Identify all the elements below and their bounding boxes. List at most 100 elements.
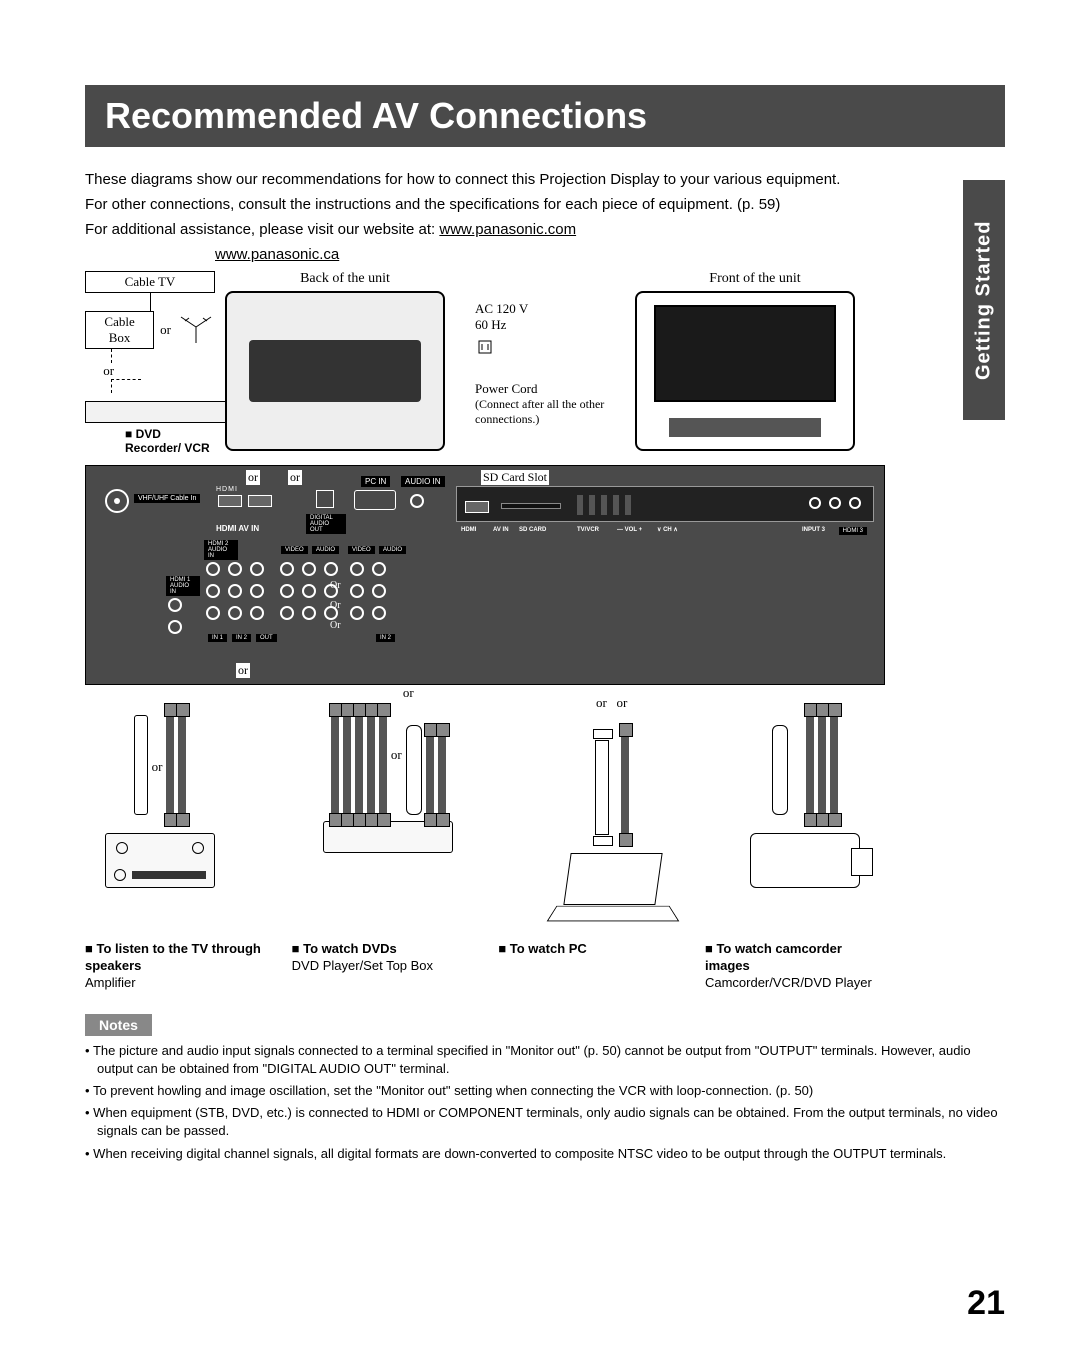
rca-jack-icon (280, 584, 294, 598)
audio-in-label: AUDIO IN (401, 476, 445, 487)
front-button-icon (613, 495, 619, 515)
captions-row: To listen to the TV through speakers Amp… (85, 931, 885, 992)
rca-jack-icon (168, 598, 182, 612)
intro-line-3: For additional assistance, please visit … (85, 219, 1005, 240)
vga-port-icon (354, 490, 396, 510)
or-label-y: Or (330, 580, 341, 591)
ac-label: AC 120 V (475, 301, 625, 317)
cable-box-box: Cable Box (85, 311, 154, 349)
rca-cable-icon (343, 715, 351, 815)
section-side-tab: Getting Started (963, 180, 1005, 420)
pc-in-label: PC IN (361, 476, 390, 487)
audio-label: AUDIO (312, 546, 339, 554)
cable-tv-box: Cable TV (85, 271, 215, 293)
url-panasonic-ca[interactable]: www.panasonic.ca (215, 246, 339, 263)
rca-jack-icon (250, 584, 264, 598)
rca-cable-icon (367, 715, 375, 815)
note-item: When equipment (STB, DVD, etc.) is conne… (85, 1104, 1005, 1140)
note-item: To prevent howling and image oscillation… (85, 1082, 1005, 1100)
notes-heading: Notes (85, 1014, 152, 1036)
av-in-label: AV IN (493, 527, 509, 533)
rca-jack-icon (250, 562, 264, 576)
connection-diagram: Cable TV Cable Box or or ■ DVD Recorder/… (85, 271, 885, 992)
vhf-uhf-label: VHF/UHF Cable In (134, 494, 200, 503)
rca-jack-icon (206, 562, 220, 576)
or-label-6: or (152, 759, 163, 775)
rca-cable-icon (426, 735, 434, 815)
intro-line-1: These diagrams show our recommendations … (85, 169, 1005, 190)
in1-label: IN 1 (208, 634, 227, 642)
intro-line-2: For other connections, consult the instr… (85, 194, 1005, 215)
intro-line-3-text: For additional assistance, please visit … (85, 221, 439, 238)
front-av-jack-icon (829, 497, 841, 509)
audio-cable-icon (621, 735, 629, 835)
or-label-pr: Or (330, 620, 341, 631)
rca-jack-icon (350, 584, 364, 598)
or-label-7: or (391, 747, 402, 763)
hdmi1-audio-label: HDMI 1 AUDIO IN (166, 576, 200, 596)
coax-jack-icon (104, 488, 130, 514)
or-label-8b: or (617, 695, 628, 710)
page-title-banner: Recommended AV Connections (85, 85, 1005, 147)
caption-pc-title: To watch PC (498, 941, 587, 956)
or-label-2: or (103, 363, 215, 379)
rca-cable-icon (830, 715, 838, 815)
comp-in2-label: IN 2 (376, 634, 395, 642)
back-of-unit-label: Back of the unit (225, 271, 465, 287)
connector-panel: VHF/UHF Cable In HDMI HDMI AV IN PC IN A… (85, 465, 885, 685)
hdmi3-label: HDMI 3 (839, 527, 867, 535)
rca-jack-icon (372, 584, 386, 598)
vga-cable-icon (595, 740, 609, 835)
url-panasonic-com[interactable]: www.panasonic.com (439, 221, 576, 238)
caption-amplifier-sub: Amplifier (85, 975, 136, 990)
or-label-7b: or (403, 685, 414, 701)
rca-cable-icon (806, 715, 814, 815)
amplifier-icon (105, 833, 215, 888)
rca-jack-icon (280, 606, 294, 620)
rca-jack-icon (372, 606, 386, 620)
caption-camcorder-title: To watch camcorder images (705, 941, 842, 973)
note-item: The picture and audio input signals conn… (85, 1042, 1005, 1078)
power-cord-label: Power Cord (475, 381, 625, 397)
hz-label: 60 Hz (475, 317, 625, 333)
note-item: When receiving digital channel signals, … (85, 1145, 1005, 1163)
input3-label: INPUT 3 (802, 527, 825, 533)
rca-cable-icon (438, 735, 446, 815)
cable-row: or or or (85, 695, 885, 923)
out-label: OUT (256, 634, 277, 642)
caption-amplifier-title: To listen to the TV through speakers (85, 941, 261, 973)
hdmi3-port-icon (465, 501, 489, 513)
or-label-1: or (160, 322, 171, 338)
rca-cable-icon (818, 715, 826, 815)
rca-cable-icon (379, 715, 387, 815)
rca-jack-icon (228, 606, 242, 620)
page-title: Recommended AV Connections (105, 95, 647, 136)
video-label: VIDEO (281, 546, 308, 554)
digital-audio-out-label: DIGITAL AUDIO OUT (306, 514, 346, 534)
laptop-icon (552, 853, 672, 923)
notes-list: The picture and audio input signals conn… (85, 1042, 1005, 1163)
rca-jack-icon (302, 606, 316, 620)
hdmi-av-in-label: HDMI AV IN (216, 524, 259, 533)
power-cord-note: (Connect after all the other connections… (475, 397, 625, 427)
hdmi-cable-icon (406, 725, 422, 815)
intro-url2-wrap: www.panasonic.ca (85, 244, 1005, 265)
video-label-2: VIDEO (348, 546, 375, 554)
caption-dvd-sub: DVD Player/Set Top Box (292, 958, 433, 973)
rca-jack-icon (168, 620, 182, 634)
rca-jack-icon (350, 562, 364, 576)
rca-jack-icon (324, 562, 338, 576)
plug-icon (475, 337, 495, 357)
sd-card-label: SD CARD (519, 527, 546, 533)
rca-jack-icon (350, 606, 364, 620)
front-button-icon (625, 495, 631, 515)
sd-card-slot-label: SD Card Slot (481, 470, 549, 485)
page-number: 21 (967, 1284, 1005, 1323)
front-button-icon (589, 495, 595, 515)
hdmi-port-2-icon (248, 495, 272, 507)
dvd-recorder-box (85, 401, 235, 423)
rca-cable-icon (178, 715, 186, 815)
hdmi2-audio-label: HDMI 2 AUDIO IN (204, 540, 238, 560)
camcorder-icon (750, 833, 860, 888)
rca-jack-icon (206, 584, 220, 598)
